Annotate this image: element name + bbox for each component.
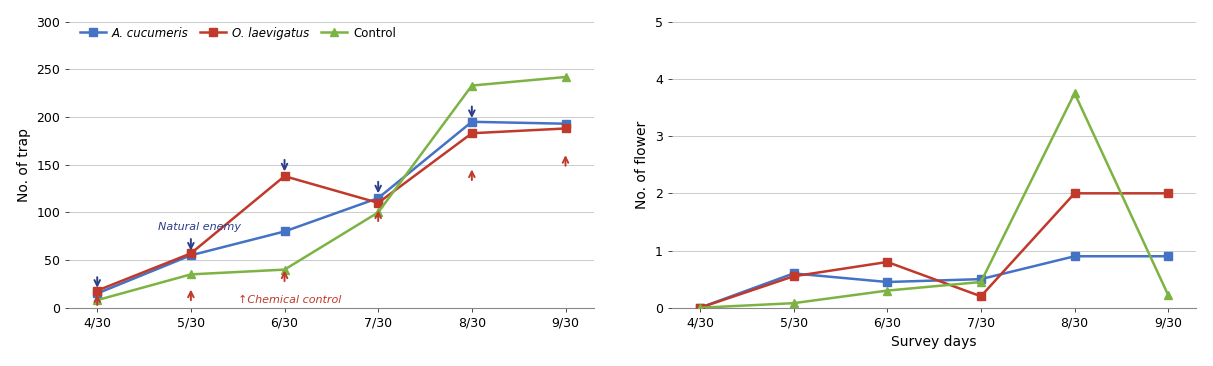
Control — [465, 83, 479, 88]
Control — [1161, 293, 1175, 297]
X-axis label: Survey days: Survey days — [892, 335, 976, 349]
Y-axis label: No. of flower: No. of flower — [636, 120, 649, 209]
A. cucumeris — [183, 253, 198, 258]
Line: Control: Control — [93, 73, 569, 304]
Line: Control: Control — [696, 89, 1172, 311]
O. laevigatus — [278, 174, 292, 178]
Line: A. cucumeris: A. cucumeris — [93, 118, 569, 297]
O. laevigatus — [879, 260, 894, 264]
A. cucumeris — [1067, 254, 1082, 258]
O. laevigatus — [974, 294, 989, 299]
O. laevigatus — [1067, 191, 1082, 195]
Control — [183, 272, 198, 277]
Control — [693, 306, 707, 310]
O. laevigatus — [90, 288, 104, 293]
A. cucumeris — [465, 120, 479, 124]
A. cucumeris — [1161, 254, 1175, 258]
O. laevigatus — [465, 131, 479, 135]
A. cucumeris — [90, 291, 104, 296]
Control — [1067, 91, 1082, 96]
Y-axis label: No. of trap: No. of trap — [17, 128, 30, 202]
Text: ↑Chemical control: ↑Chemical control — [238, 295, 341, 305]
Control — [974, 280, 989, 284]
A. cucumeris — [879, 280, 894, 284]
Control — [90, 298, 104, 302]
O. laevigatus — [693, 306, 707, 310]
Control — [558, 75, 573, 79]
Legend: A. cucumeris, O. laevigatus, Control: A. cucumeris, O. laevigatus, Control — [75, 22, 400, 44]
A. cucumeris — [786, 271, 801, 276]
Control — [371, 210, 386, 214]
Line: O. laevigatus: O. laevigatus — [93, 125, 569, 294]
O. laevigatus — [558, 126, 573, 131]
O. laevigatus — [786, 274, 801, 279]
Text: Natural enemy: Natural enemy — [158, 221, 241, 232]
A. cucumeris — [974, 277, 989, 281]
Line: A. cucumeris: A. cucumeris — [696, 253, 1172, 311]
O. laevigatus — [1161, 191, 1175, 195]
A. cucumeris — [278, 229, 292, 234]
A. cucumeris — [371, 196, 386, 200]
A. cucumeris — [693, 306, 707, 310]
Control — [879, 288, 894, 293]
O. laevigatus — [371, 201, 386, 205]
Line: O. laevigatus: O. laevigatus — [696, 190, 1172, 311]
A. cucumeris — [558, 122, 573, 126]
O. laevigatus — [183, 251, 198, 255]
Control — [278, 268, 292, 272]
Control — [786, 301, 801, 305]
